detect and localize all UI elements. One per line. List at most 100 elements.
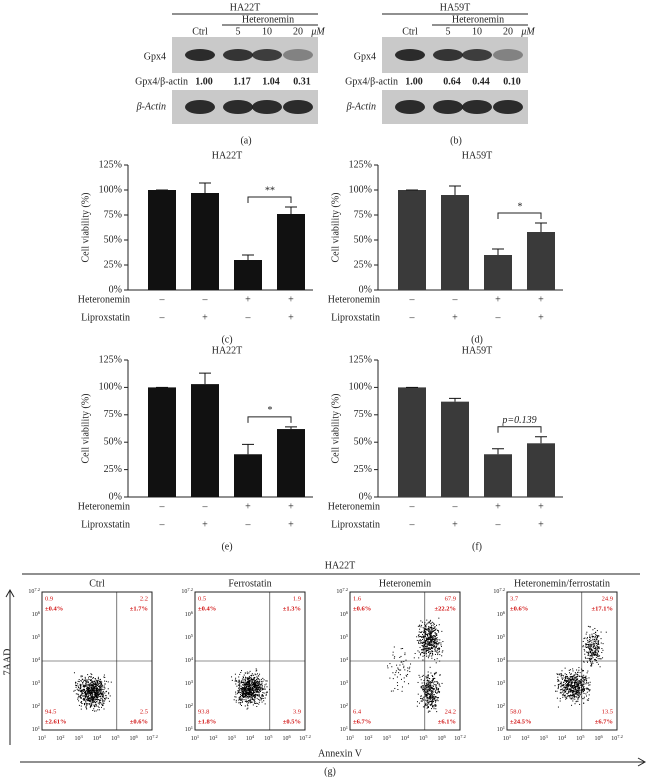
event: [74, 689, 76, 691]
event: [557, 684, 559, 686]
event: [242, 689, 244, 691]
event: [241, 678, 243, 680]
event: [582, 645, 584, 647]
event: [595, 654, 597, 656]
event: [559, 700, 561, 702]
event: [86, 693, 88, 695]
event: [96, 701, 98, 703]
event: [264, 684, 266, 686]
event: [591, 661, 593, 663]
event: [601, 651, 603, 653]
event: [435, 686, 437, 688]
event: [422, 652, 424, 654]
event: [573, 694, 575, 696]
event: [429, 681, 431, 683]
event: [246, 695, 248, 697]
event: [596, 648, 598, 650]
event: [422, 687, 424, 689]
event: [566, 686, 568, 688]
event: [253, 683, 255, 685]
event: [400, 648, 402, 650]
event: [582, 691, 584, 693]
event: [95, 704, 97, 706]
event: [97, 689, 99, 691]
event: [254, 695, 256, 697]
tick-exponent: 1: [38, 725, 40, 730]
event: [576, 689, 578, 691]
event: [431, 637, 433, 639]
event: [592, 653, 594, 655]
event: [261, 688, 263, 690]
bar: [441, 195, 469, 290]
event: [592, 657, 594, 659]
event: [245, 682, 247, 684]
event: [423, 683, 425, 685]
event: [244, 684, 246, 686]
event: [422, 649, 424, 651]
event: [593, 651, 595, 653]
event: [562, 689, 564, 691]
event: [586, 672, 588, 674]
event: [266, 686, 268, 688]
band: [223, 49, 253, 61]
event: [426, 648, 428, 650]
event: [430, 636, 432, 638]
event: [439, 674, 441, 676]
event: [255, 674, 257, 676]
event: [427, 706, 429, 708]
event: [241, 689, 243, 691]
event: [432, 675, 434, 677]
event: [441, 651, 443, 653]
event: [242, 693, 244, 695]
treatment-sign: –: [159, 294, 166, 305]
treatment-sign: –: [245, 312, 252, 323]
event: [593, 645, 595, 647]
event: [584, 653, 586, 655]
event: [436, 643, 438, 645]
event: [586, 631, 588, 633]
event: [429, 647, 431, 649]
event: [428, 680, 430, 682]
event: [565, 688, 567, 690]
event: [585, 633, 587, 635]
event: [572, 679, 574, 681]
event: [97, 683, 99, 685]
event: [428, 631, 430, 633]
event: [431, 704, 433, 706]
y-tick-label: 75%: [104, 409, 122, 420]
event: [430, 640, 432, 642]
event: [91, 683, 93, 685]
event: [242, 692, 244, 694]
event: [418, 640, 420, 642]
event: [239, 698, 241, 700]
panel-label: (b): [450, 135, 462, 146]
treatment-sign: –: [409, 501, 416, 512]
y-tick-label: 102: [340, 702, 348, 710]
event: [254, 673, 256, 675]
event: [243, 693, 245, 695]
event: [251, 690, 253, 692]
event: [591, 650, 593, 652]
event: [253, 700, 255, 702]
event: [427, 638, 429, 640]
event: [97, 688, 99, 690]
event: [264, 686, 266, 688]
event: [253, 695, 255, 697]
event: [254, 682, 256, 684]
event: [102, 701, 104, 703]
error-bar: [199, 182, 211, 193]
event: [246, 690, 248, 692]
event: [431, 621, 433, 623]
event: [84, 698, 86, 700]
event: [251, 673, 253, 675]
treatment-sign: +: [452, 312, 458, 323]
event: [427, 706, 429, 708]
event: [426, 705, 428, 707]
event: [245, 698, 247, 700]
event: [429, 648, 431, 650]
event: [420, 697, 422, 699]
event: [436, 640, 438, 642]
event: [240, 699, 242, 701]
event: [576, 679, 578, 681]
